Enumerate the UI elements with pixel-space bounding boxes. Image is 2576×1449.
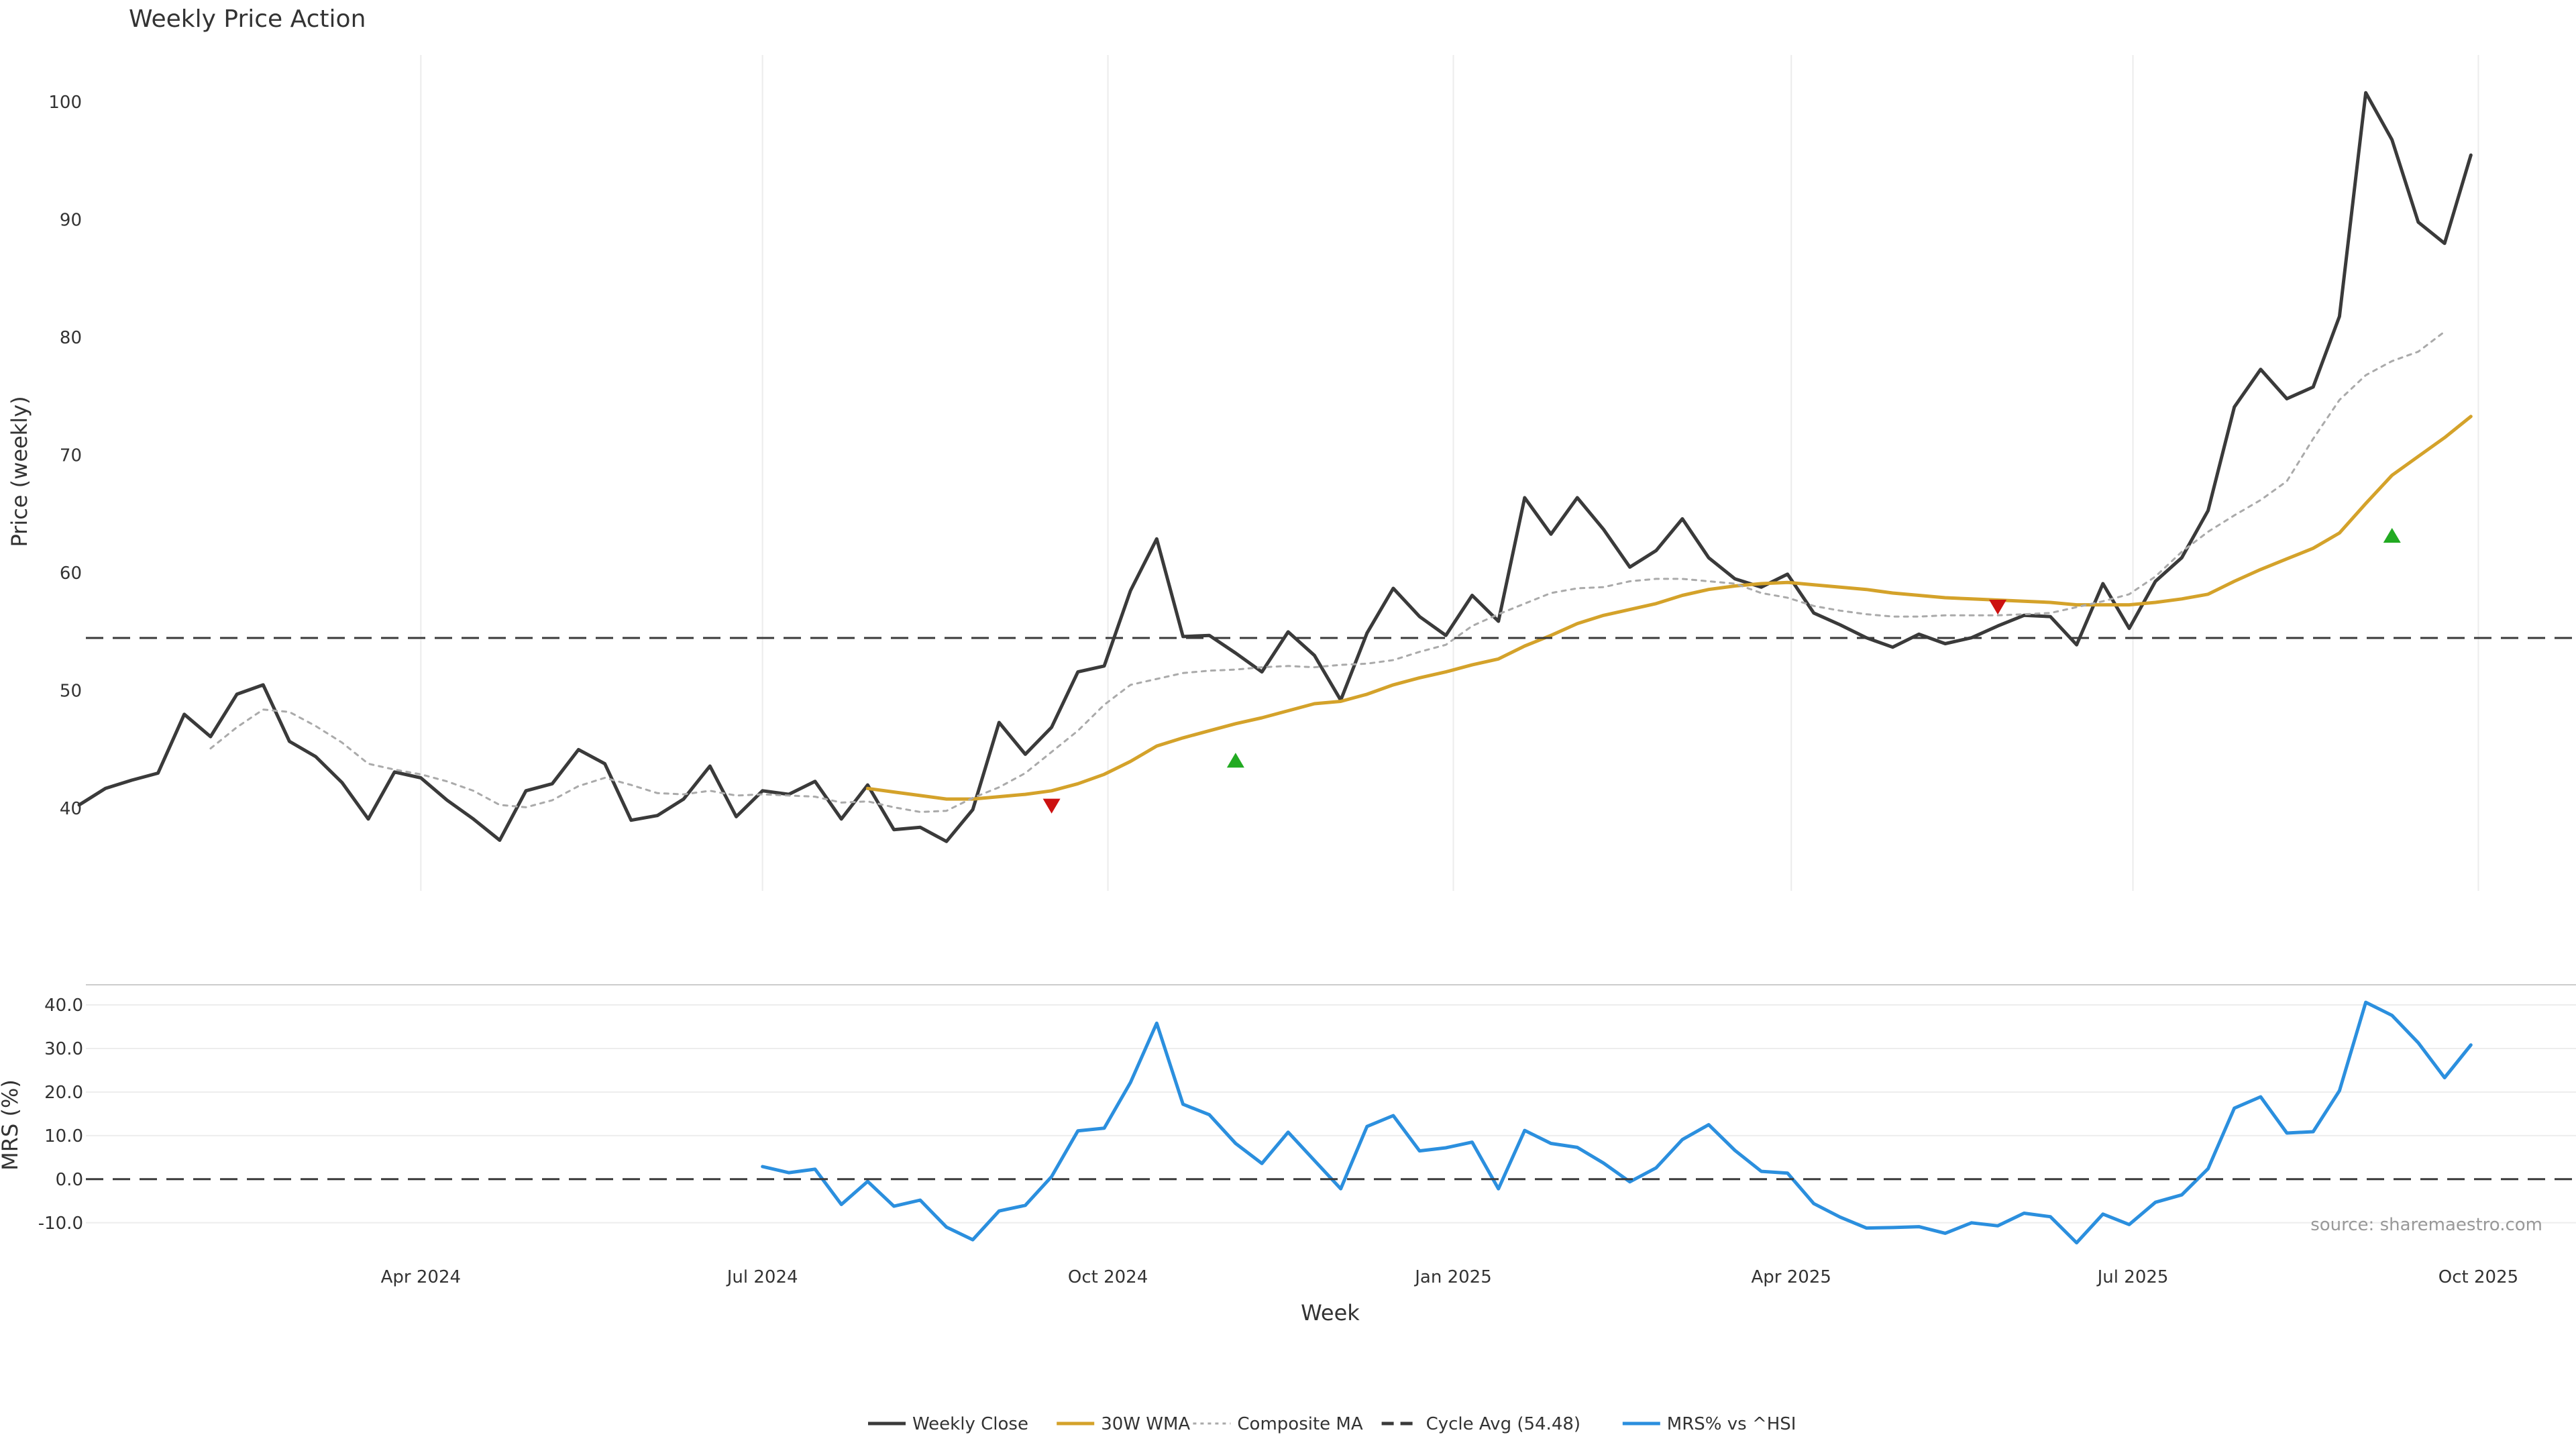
price-series-0-line [77, 91, 2473, 843]
legend-label-0: Weekly Close [912, 1414, 1028, 1434]
x-tick-2: Oct 2024 [1068, 1267, 1148, 1287]
signal-markers [1042, 527, 2401, 814]
price-y-tick-labels: 40 50 60 70 80 90 100 [48, 93, 82, 819]
price-y-tick-1: 50 [60, 682, 82, 702]
legend-label-1: 30W WMA [1101, 1414, 1190, 1434]
mrs-y-tick-2: 10.0 [44, 1126, 83, 1146]
chart-title: Weekly Price Action [129, 5, 366, 33]
mrs-y-tick-4: 30.0 [44, 1039, 83, 1059]
buy-marker-3 [2383, 527, 2401, 543]
mrs-y-tick-1: 0.0 [56, 1170, 83, 1190]
buy-marker-1 [1226, 753, 1244, 768]
mrs-y-tick-0: -10.0 [38, 1214, 83, 1234]
source-annotation: source: sharemaestro.com [2310, 1215, 2542, 1235]
price-panel-gridlines [420, 55, 2479, 891]
x-tick-3: Jan 2025 [1413, 1267, 1492, 1287]
sell-marker-2 [1989, 600, 2007, 615]
price-series-2-line [209, 330, 2446, 813]
price-y-tick-6: 100 [48, 93, 82, 113]
mrs-y-tick-3: 20.0 [44, 1083, 83, 1103]
price-y-tick-2: 60 [60, 564, 82, 584]
mrs-panel-gridlines [86, 1004, 2576, 1224]
price-y-tick-0: 40 [60, 799, 82, 819]
mrs-series-0-line [761, 1000, 2473, 1245]
price-series-1-line [865, 415, 2473, 801]
x-tick-4: Apr 2025 [1752, 1267, 1831, 1287]
mrs-y-axis-title: MRS (%) [0, 1079, 23, 1171]
x-tick-0: Apr 2024 [381, 1267, 461, 1287]
legend: Weekly Close 30W WMA Composite MA Cycle Avg… [868, 1414, 1796, 1434]
mrs-y-tick-5: 40.0 [44, 996, 83, 1016]
price-y-tick-3: 70 [60, 446, 82, 466]
price-y-tick-4: 80 [60, 328, 82, 348]
price-y-axis-title: Price (weekly) [7, 396, 32, 547]
x-tick-1: Jul 2024 [726, 1267, 798, 1287]
price-y-tick-5: 90 [60, 211, 82, 231]
legend-label-2: Composite MA [1237, 1414, 1362, 1434]
price-series-group [77, 91, 2576, 843]
x-tick-6: Oct 2025 [2438, 1267, 2518, 1287]
x-axis-title: Week [1301, 1300, 1360, 1326]
sell-marker-0 [1042, 798, 1061, 814]
legend-label-4: MRS% vs ^HSI [1667, 1414, 1796, 1434]
legend-label-3: Cycle Avg (54.48) [1426, 1414, 1580, 1434]
mrs-y-tick-labels: -10.0 0.0 10.0 20.0 30.0 40.0 [38, 996, 83, 1234]
x-tick-labels: Apr 2024 Jul 2024 Oct 2024 Jan 2025 Apr 2025… [381, 1267, 2519, 1287]
x-tick-5: Jul 2025 [2096, 1267, 2169, 1287]
mrs-series-group [86, 1000, 2576, 1245]
